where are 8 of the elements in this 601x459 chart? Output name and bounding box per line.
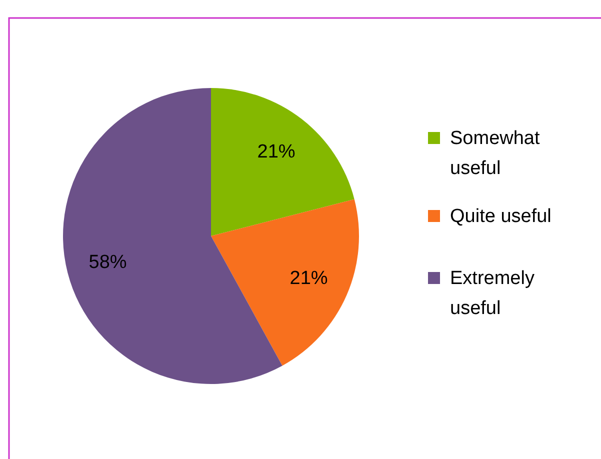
data-label: 21%	[257, 141, 296, 162]
legend-label: Extremely useful	[450, 268, 535, 318]
data-label: 58%	[88, 252, 127, 273]
legend-label: Quite useful	[450, 206, 552, 226]
data-label: 21%	[290, 268, 328, 289]
pie-slice	[211, 199, 359, 366]
pie-slice	[211, 88, 354, 236]
legend-label: Somewhat useful	[450, 128, 540, 178]
